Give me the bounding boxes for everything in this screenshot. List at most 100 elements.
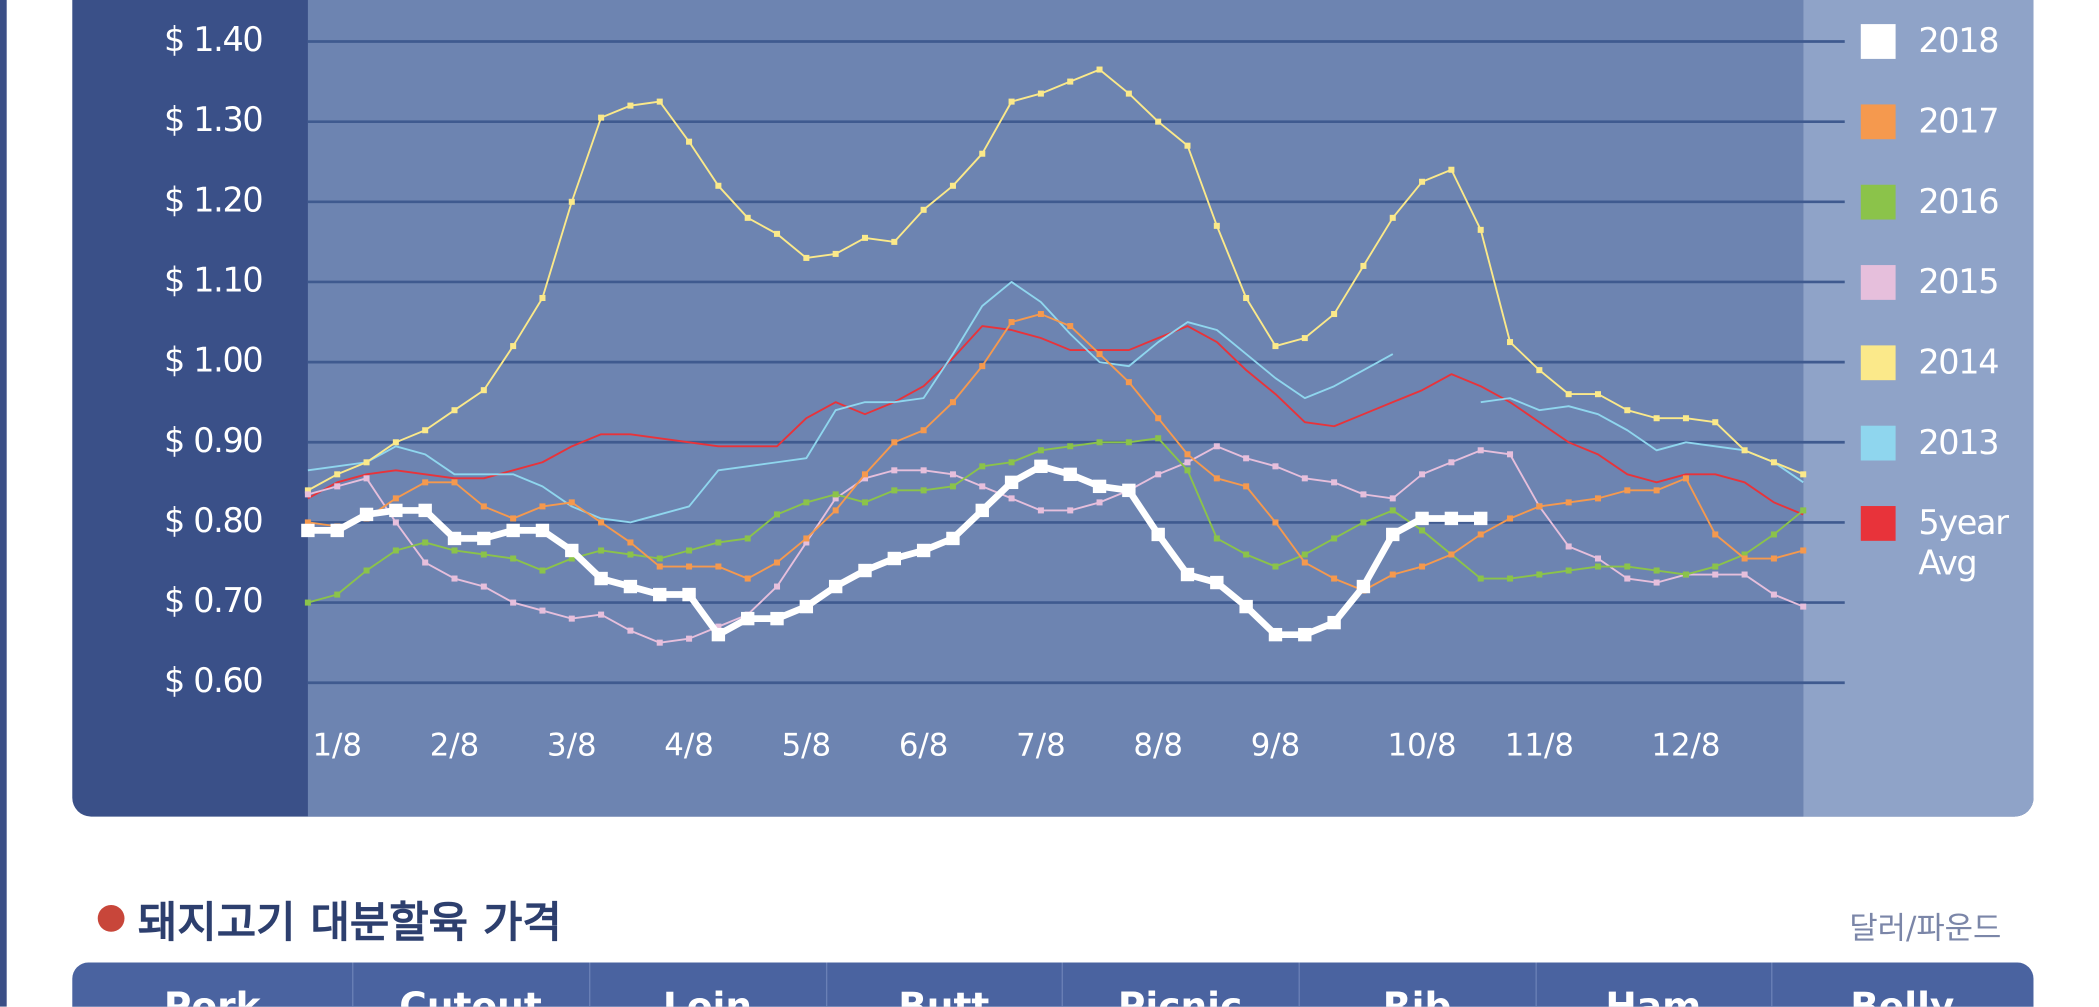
point-marker xyxy=(1507,575,1514,582)
point-marker xyxy=(1331,311,1338,318)
point-marker xyxy=(1272,343,1279,350)
point-marker xyxy=(1067,323,1074,330)
point-marker xyxy=(568,615,575,622)
section-title: 돼지고기 대분할육 가격 xyxy=(137,896,562,948)
unit-label: 달러/파운드 xyxy=(1849,911,2002,947)
y-tick-label: $ 1.10 xyxy=(164,260,262,299)
point-marker xyxy=(1301,559,1308,566)
point-marker xyxy=(330,523,344,538)
point-marker xyxy=(1800,507,1807,514)
point-marker xyxy=(828,579,843,594)
point-marker xyxy=(891,487,898,494)
point-marker xyxy=(861,499,868,506)
point-marker xyxy=(832,495,839,502)
point-marker xyxy=(949,182,956,189)
point-marker xyxy=(1682,475,1689,482)
point-marker xyxy=(1008,98,1015,105)
legend-label: 2018 xyxy=(1918,21,1999,61)
point-marker xyxy=(1594,495,1601,502)
y-tick-label: $ 0.80 xyxy=(164,501,262,540)
point-marker xyxy=(1151,527,1165,542)
point-marker xyxy=(451,479,458,486)
point-marker xyxy=(1477,575,1484,582)
point-marker xyxy=(477,531,491,546)
legend-swatch xyxy=(1860,425,1896,461)
point-marker xyxy=(1213,443,1220,450)
point-marker xyxy=(891,439,898,446)
point-marker xyxy=(1243,294,1250,302)
point-marker xyxy=(510,599,517,606)
x-tick-label: 1/8 xyxy=(312,727,362,763)
y-tick-label: $ 1.30 xyxy=(164,100,262,139)
point-marker xyxy=(359,507,374,522)
point-marker xyxy=(418,503,432,518)
point-marker xyxy=(1800,471,1807,478)
point-marker xyxy=(1653,579,1660,586)
point-marker xyxy=(598,547,605,554)
point-marker xyxy=(858,563,872,578)
point-marker xyxy=(627,102,634,109)
point-marker xyxy=(1653,415,1660,422)
point-marker xyxy=(744,575,751,582)
point-marker xyxy=(1155,415,1162,422)
point-marker xyxy=(451,547,458,554)
point-marker xyxy=(979,483,986,490)
point-marker xyxy=(1389,214,1396,221)
point-marker xyxy=(1444,511,1459,526)
point-marker xyxy=(627,551,634,558)
column-header: Pork xyxy=(163,983,261,1007)
point-marker xyxy=(422,559,429,566)
point-marker xyxy=(1653,487,1660,494)
point-marker xyxy=(304,487,311,494)
point-marker xyxy=(1210,575,1224,590)
bullet xyxy=(97,904,125,932)
point-marker xyxy=(1301,475,1308,482)
point-marker xyxy=(803,535,810,542)
point-marker xyxy=(1712,419,1719,426)
x-tick-label: 12/8 xyxy=(1651,727,1720,763)
point-marker xyxy=(1389,507,1396,514)
point-marker xyxy=(1389,571,1396,578)
point-marker xyxy=(1741,571,1748,578)
point-marker xyxy=(1331,535,1338,542)
point-marker xyxy=(1477,531,1484,538)
point-marker xyxy=(334,591,341,598)
point-marker xyxy=(1770,459,1777,466)
point-marker xyxy=(1155,118,1162,125)
point-marker xyxy=(539,607,546,614)
column-divider xyxy=(1771,962,1773,1007)
point-marker xyxy=(803,539,810,546)
point-marker xyxy=(535,523,550,538)
point-marker xyxy=(744,214,751,221)
y-tick-label: $ 1.20 xyxy=(164,180,262,219)
column-header: Butt xyxy=(898,983,990,1007)
column-header: Belly xyxy=(1850,983,1955,1007)
point-marker xyxy=(1184,142,1191,149)
point-marker xyxy=(949,471,956,478)
point-marker xyxy=(715,623,722,630)
point-marker xyxy=(301,523,315,538)
point-marker xyxy=(1624,575,1631,582)
point-marker xyxy=(946,531,960,546)
point-marker xyxy=(1243,551,1250,558)
y-tick-label: $ 1.00 xyxy=(164,341,262,380)
point-marker xyxy=(1682,415,1689,422)
point-marker xyxy=(686,563,693,570)
point-marker xyxy=(1360,519,1367,526)
point-marker xyxy=(1565,567,1572,574)
point-marker xyxy=(539,294,546,302)
column-divider xyxy=(352,962,354,1007)
point-marker xyxy=(861,234,868,241)
point-marker xyxy=(1184,451,1191,458)
series-line xyxy=(307,437,1804,604)
legend-label: 5year Avg xyxy=(1918,503,2009,583)
point-marker xyxy=(715,563,722,570)
point-marker xyxy=(1272,519,1279,526)
point-marker xyxy=(1327,615,1341,630)
x-tick-label: 4/8 xyxy=(664,727,714,763)
x-tick-label: 8/8 xyxy=(1133,727,1183,763)
point-marker xyxy=(598,611,605,618)
point-marker xyxy=(1741,447,1748,454)
point-marker xyxy=(916,543,931,558)
